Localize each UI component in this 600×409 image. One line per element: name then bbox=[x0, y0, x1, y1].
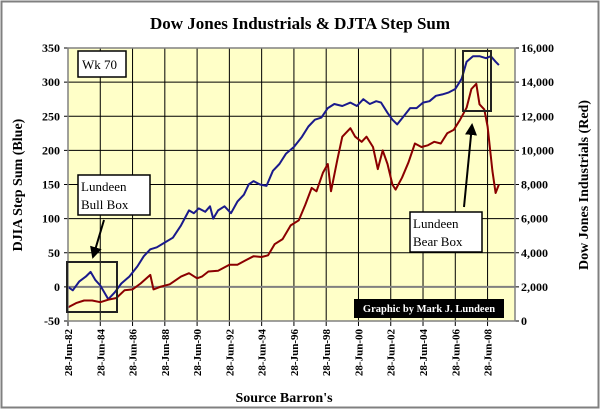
y-axis-left-label: DJIA Step Sum (Blue) bbox=[11, 118, 26, 251]
y-left-tick-label: 200 bbox=[42, 143, 60, 157]
x-tick-label: 28-Jun-88 bbox=[160, 329, 172, 377]
y-right-tick-label: 0 bbox=[521, 314, 527, 328]
x-tick-label: 28-Jun-98 bbox=[321, 329, 333, 377]
x-tick-label: 28-Jun-06 bbox=[450, 329, 462, 377]
plot-border bbox=[67, 47, 516, 322]
djia-line bbox=[67, 82, 500, 309]
week-label-box: Wk 70 bbox=[77, 50, 127, 78]
x-tick-label: 28-Jun-96 bbox=[289, 329, 301, 377]
y-right-tick-label: 8,000 bbox=[521, 178, 548, 192]
bull-box bbox=[66, 261, 118, 313]
svg-text:Graphic by Mark J. Lundeen: Graphic by Mark J. Lundeen bbox=[363, 304, 495, 315]
y-right-tick-label: 14,000 bbox=[521, 75, 554, 89]
y-right-tick-label: 2,000 bbox=[521, 280, 548, 294]
x-tick-label: 28-Jun-86 bbox=[128, 329, 140, 377]
bull-box-label: Lundeen Bull Box bbox=[77, 174, 151, 216]
y-right-tick-label: 10,000 bbox=[521, 143, 554, 157]
y-left-tick-label: -50 bbox=[44, 314, 60, 328]
y-right-tick-label: 16,000 bbox=[521, 41, 554, 55]
x-tick-label: 28-Jun-82 bbox=[63, 329, 75, 377]
y-axis-right-label: Dow Jones Industrials (Red) bbox=[577, 100, 592, 270]
y-left-tick-label: 150 bbox=[42, 178, 60, 192]
y-right-tick-label: 12,000 bbox=[521, 109, 554, 123]
bull-arrow bbox=[90, 219, 105, 259]
x-tick-label: 28-Jun-84 bbox=[95, 329, 107, 377]
step-sum-line bbox=[67, 55, 500, 301]
svg-text:Lundeen: Lundeen bbox=[81, 179, 127, 194]
bear-box bbox=[462, 50, 492, 112]
chart-title: Dow Jones Industrials & DJTA Step Sum bbox=[150, 14, 450, 33]
y-left-tick-label: 50 bbox=[48, 246, 60, 260]
svg-text:Bear Box: Bear Box bbox=[413, 234, 463, 249]
svg-text:Lundeen: Lundeen bbox=[413, 216, 459, 231]
credit-label: Graphic by Mark J. Lundeen bbox=[354, 299, 504, 318]
x-tick-label: 28-Jun-94 bbox=[257, 329, 269, 377]
x-tick-label: 28-Jun-90 bbox=[192, 329, 204, 377]
y-left-tick-label: 100 bbox=[42, 212, 60, 226]
svg-text:Bull Box: Bull Box bbox=[81, 197, 129, 212]
y-right-tick-label: 4,000 bbox=[521, 246, 548, 260]
x-tick-label: 28-Jun-00 bbox=[353, 329, 365, 377]
x-tick-label: 28-Jun-08 bbox=[483, 329, 495, 377]
svg-text:Wk 70: Wk 70 bbox=[82, 57, 117, 72]
x-axis-label: Source Barron's bbox=[235, 391, 333, 406]
y-left-tick-label: 250 bbox=[42, 109, 60, 123]
bear-box-label: Lundeen Bear Box bbox=[409, 211, 483, 253]
bear-arrow bbox=[463, 123, 478, 208]
x-tick-label: 28-Jun-04 bbox=[418, 329, 430, 377]
y-left-tick-label: 350 bbox=[42, 41, 60, 55]
x-tick-label: 28-Jun-92 bbox=[224, 329, 236, 377]
y-right-tick-label: 6,000 bbox=[521, 212, 548, 226]
y-left-tick-label: 0 bbox=[54, 280, 60, 294]
x-tick-label: 28-Jun-02 bbox=[386, 329, 398, 377]
y-left-tick-label: 300 bbox=[42, 75, 60, 89]
